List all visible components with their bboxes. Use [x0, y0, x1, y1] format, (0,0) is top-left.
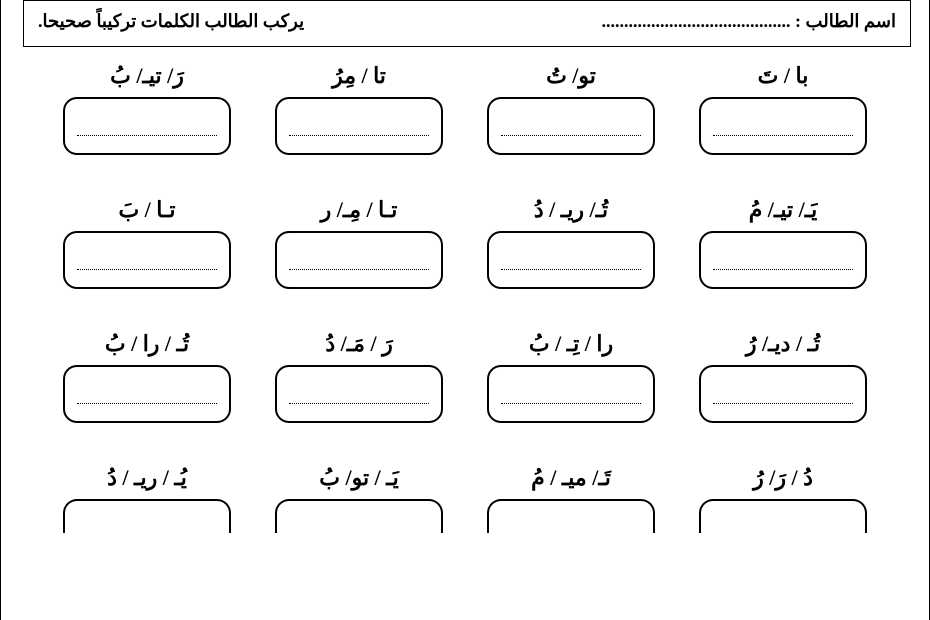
syllables: يَـ / تو/ بُ [319, 463, 399, 493]
cell: تـا / بَ [63, 195, 231, 289]
row-2: يَـ/ تيـ/ مُ تُـ/ ريـ / دُ تـا / مِـ/ ر … [63, 195, 867, 289]
syllables: يَـ/ تيـ/ مُ [749, 195, 818, 225]
answer-box[interactable] [275, 231, 443, 289]
cell: تُـ / ديـ/ رُ [699, 329, 867, 423]
syllables: دُ / رَ/ رُ [753, 463, 813, 493]
answer-box[interactable] [699, 97, 867, 155]
worksheet-page: اسم الطالب : ...........................… [0, 0, 930, 620]
syllables: يُـ / ريـ / دُ [107, 463, 187, 493]
syllables: تا / مِرُ [332, 61, 386, 91]
answer-box[interactable] [275, 499, 443, 533]
row-4: دُ / رَ/ رُ تَـ/ ميـ / مُ يَـ / تو/ بُ ي… [63, 463, 867, 533]
syllables: تـا / بَ [118, 195, 175, 225]
syllables: تو/ تُ [546, 61, 596, 91]
name-label: اسم الطالب : [795, 11, 896, 31]
cell: دُ / رَ/ رُ [699, 463, 867, 533]
syllables: تـا / مِـ/ ر [321, 195, 398, 225]
header-box: اسم الطالب : ...........................… [23, 0, 911, 47]
cell: يَـ / تو/ بُ [275, 463, 443, 533]
answer-box[interactable] [487, 97, 655, 155]
answer-box[interactable] [699, 231, 867, 289]
syllables: رَ / مَـ/ دُ [325, 329, 392, 359]
syllables: را / تِـ / بُ [529, 329, 613, 359]
student-name-field[interactable]: اسم الطالب : ...........................… [602, 11, 896, 32]
syllables: رَ/ تيـ/ بُ [110, 61, 184, 91]
syllables: تَـ/ ميـ / مُ [531, 463, 611, 493]
answer-box[interactable] [699, 499, 867, 533]
answer-box[interactable] [63, 499, 231, 533]
cell: را / تِـ / بُ [487, 329, 655, 423]
cell: تـا / مِـ/ ر [275, 195, 443, 289]
cell: رَ / مَـ/ دُ [275, 329, 443, 423]
syllables: تُـ / ديـ/ رُ [746, 329, 820, 359]
answer-box[interactable] [487, 365, 655, 423]
row-3: تُـ / ديـ/ رُ را / تِـ / بُ رَ / مَـ/ دُ… [63, 329, 867, 423]
cell: تُـ/ ريـ / دُ [487, 195, 655, 289]
cell: رَ/ تيـ/ بُ [63, 61, 231, 155]
answer-box[interactable] [275, 97, 443, 155]
answer-box[interactable] [63, 97, 231, 155]
exercise-grid: با / تَ تو/ تُ تا / مِرُ رَ/ تيـ/ بُ يَـ… [23, 55, 911, 533]
cell: تو/ تُ [487, 61, 655, 155]
answer-box[interactable] [63, 365, 231, 423]
syllables: با / تَ [758, 61, 809, 91]
instruction-text: يركب الطالب الكلمات تركيباً صحيحا. [38, 11, 304, 32]
answer-box[interactable] [487, 499, 655, 533]
answer-box[interactable] [699, 365, 867, 423]
cell: تا / مِرُ [275, 61, 443, 155]
answer-box[interactable] [487, 231, 655, 289]
cell: تُـ / را / بُ [63, 329, 231, 423]
answer-box[interactable] [63, 231, 231, 289]
cell: با / تَ [699, 61, 867, 155]
name-dots: ........................................… [602, 11, 791, 31]
syllables: تُـ/ ريـ / دُ [534, 195, 608, 225]
cell: يَـ/ تيـ/ مُ [699, 195, 867, 289]
cell: تَـ/ ميـ / مُ [487, 463, 655, 533]
row-1: با / تَ تو/ تُ تا / مِرُ رَ/ تيـ/ بُ [63, 61, 867, 155]
answer-box[interactable] [275, 365, 443, 423]
syllables: تُـ / را / بُ [105, 329, 189, 359]
cell: يُـ / ريـ / دُ [63, 463, 231, 533]
